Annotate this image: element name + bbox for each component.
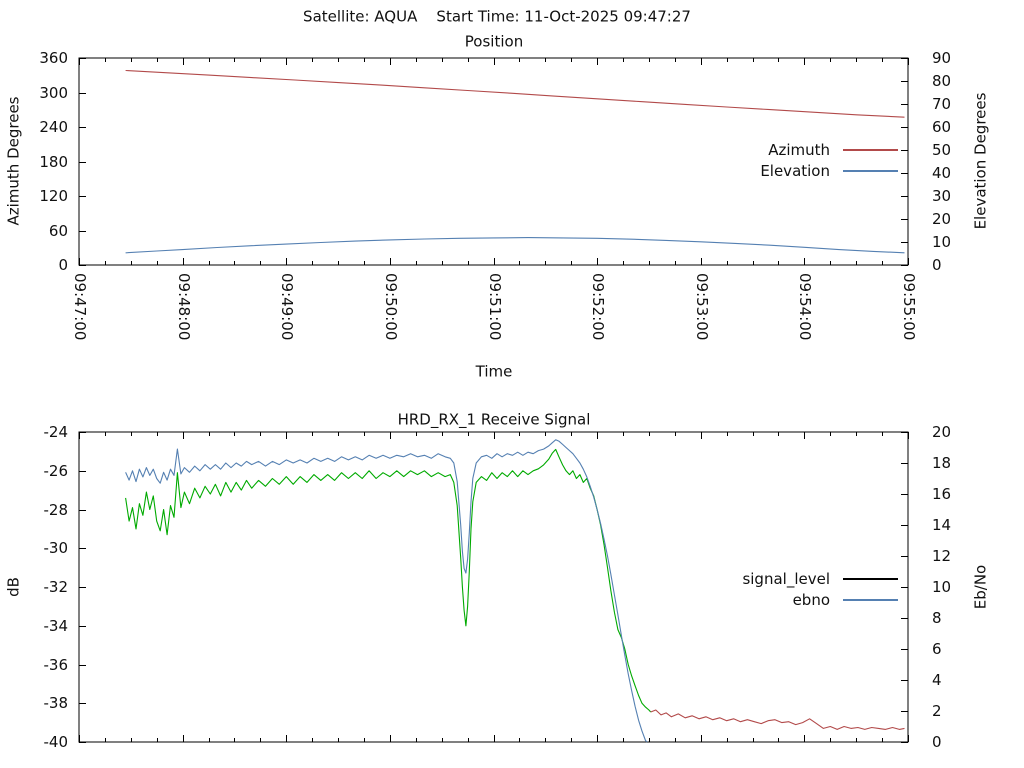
legend-item-signal-level: signal_level	[742, 568, 898, 590]
ebno-line	[125, 439, 648, 743]
legend-label-elevation: Elevation	[760, 162, 830, 180]
y-right-tick-label: 30	[932, 187, 952, 205]
y-right-tick-label: 20	[932, 423, 952, 441]
y-left-tick-label: 0	[58, 256, 68, 274]
legend-item-azimuth: Azimuth	[768, 139, 898, 161]
y-left-tick-label: 240	[39, 118, 68, 136]
position-chart-title: Position	[464, 32, 524, 51]
y-right-tick-label: 4	[932, 671, 942, 689]
y-right-tick-label: 60	[932, 118, 952, 136]
y-right-tick-label: 14	[932, 516, 952, 534]
x-tick-label: 09:53:00	[692, 273, 711, 341]
y-right-tick-label: 2	[932, 702, 942, 720]
y-left-tick-label: 120	[39, 187, 68, 205]
legend-line-elevation	[843, 170, 898, 172]
receive-signal-chart	[78, 431, 909, 743]
ebno-axis-label: Eb/No	[971, 564, 990, 610]
elevation-axis-label: Elevation Degrees	[971, 92, 990, 230]
y-left-tick-label: -36	[43, 655, 69, 674]
y-right-tick-label: 16	[932, 485, 952, 503]
position-chart	[78, 57, 909, 266]
y-right-tick-label: 18	[932, 454, 952, 472]
y-right-tick-label: 50	[932, 141, 952, 159]
x-tick-label: 09:48:00	[174, 273, 193, 341]
y-left-tick-label: 180	[39, 152, 68, 171]
x-tick-label: 09:52:00	[589, 273, 608, 341]
signal_level_locked-line	[125, 448, 652, 713]
y-left-tick-label: -24	[43, 423, 69, 441]
x-tick-label: 09:49:00	[278, 273, 297, 341]
x-tick-label: 09:51:00	[485, 273, 504, 341]
y-left-tick-label: 360	[39, 49, 68, 67]
y-left-tick-label: -40	[43, 733, 69, 751]
y-left-tick-label: 300	[39, 83, 68, 102]
legend-label-azimuth: Azimuth	[768, 141, 830, 159]
y-right-tick-label: 10	[932, 578, 952, 596]
y-left-tick-label: -26	[43, 461, 69, 480]
axis-ticks	[79, 432, 909, 743]
y-left-tick-label: 60	[48, 221, 68, 240]
y-left-tick-label: -30	[43, 539, 69, 558]
y-right-tick-label: 0	[932, 733, 942, 751]
Elevation-line	[125, 237, 905, 254]
plot-border	[78, 57, 909, 266]
signal_level_unlocked-line	[650, 709, 905, 730]
time-axis-label: Time	[475, 362, 513, 381]
y-right-tick-label: 10	[932, 233, 952, 251]
y-right-tick-label: 0	[932, 256, 942, 274]
main-title: Satellite: AQUA Start Time: 11-Oct-2025 …	[303, 7, 691, 26]
y-right-tick-label: 12	[932, 547, 952, 565]
y-left-tick-label: -38	[43, 694, 69, 713]
x-tick-label: 09:47:00	[71, 273, 89, 341]
y-left-tick-label: -34	[43, 616, 69, 635]
receive-signal-chart-title: HRD_RX_1 Receive Signal	[397, 410, 591, 429]
y-right-tick-label: 20	[932, 210, 952, 228]
y-left-tick-label: -28	[43, 500, 69, 519]
legend-label-signal-level: signal_level	[742, 570, 830, 588]
y-right-tick-label: 70	[932, 95, 952, 113]
legend-line-azimuth	[843, 149, 898, 151]
y-left-tick-label: -32	[43, 578, 69, 596]
legend-line-signal-level	[843, 578, 898, 580]
legend-line-ebno	[843, 599, 898, 601]
axis-ticks	[79, 58, 909, 266]
y-right-tick-label: 6	[932, 640, 942, 658]
x-tick-label: 09:55:00	[900, 273, 918, 341]
y-right-tick-label: 80	[932, 72, 952, 90]
legend-item-elevation: Elevation	[760, 160, 898, 182]
x-tick-label: 09:50:00	[381, 273, 400, 341]
y-right-tick-label: 40	[932, 164, 952, 182]
Azimuth-line	[125, 69, 905, 118]
y-right-tick-label: 8	[932, 609, 942, 627]
legend-label-ebno: ebno	[792, 591, 830, 609]
y-right-tick-label: 90	[932, 49, 952, 67]
x-tick-label: 09:54:00	[796, 273, 815, 341]
legend-item-ebno: ebno	[793, 589, 898, 611]
